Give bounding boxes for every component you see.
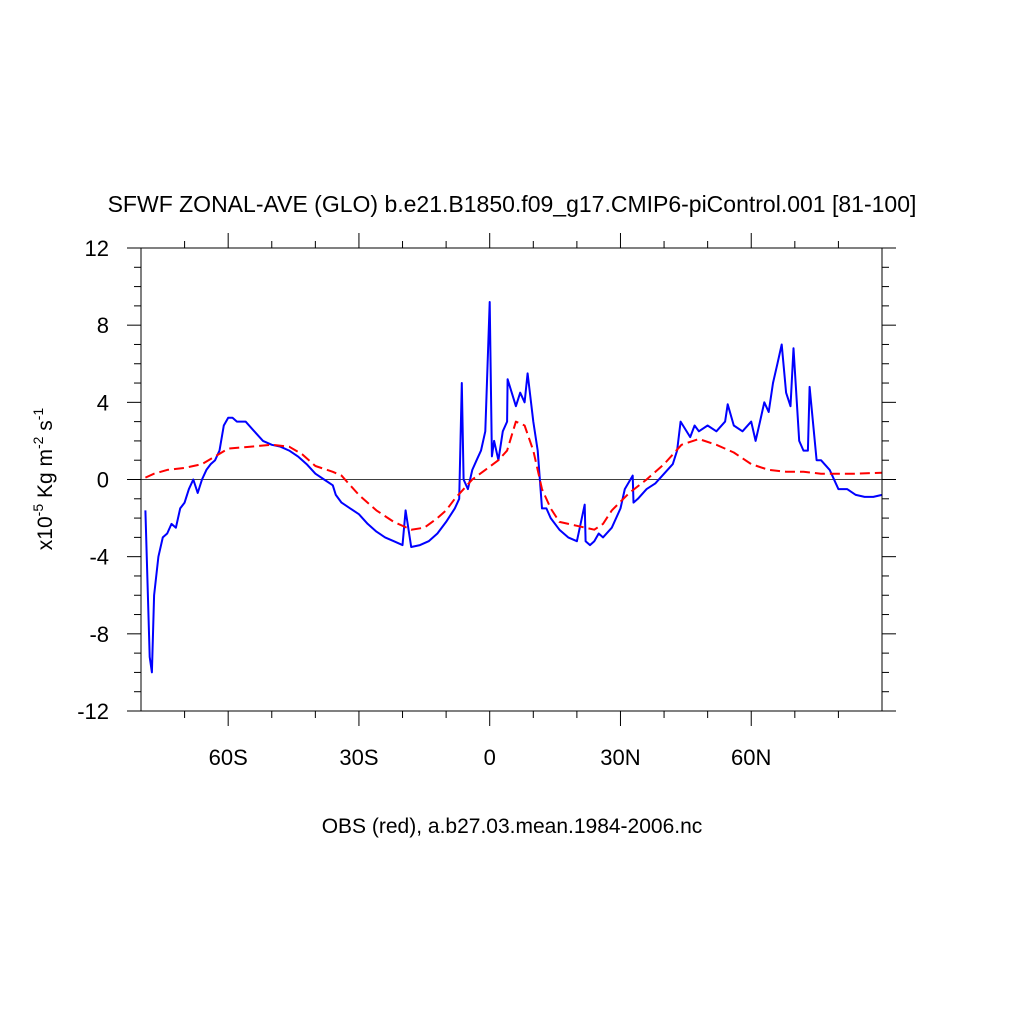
x-tick-label: 30S (339, 745, 378, 770)
x-tick-label: 60N (731, 745, 771, 770)
y-label-part: s (34, 420, 57, 436)
chart-title: SFWF ZONAL-AVE (GLO) b.e21.B1850.f09_g17… (108, 191, 917, 217)
y-tick-label: 8 (97, 313, 109, 338)
y-tick-label: -12 (77, 699, 109, 724)
y-label-sup: -5 (30, 504, 46, 517)
y-label-part: x10 (34, 516, 57, 550)
y-label-part: Kg m (34, 449, 57, 504)
y-tick-label: 0 (97, 468, 109, 493)
y-label-sup: -1 (30, 408, 46, 421)
data-line (144, 420, 883, 531)
y-axis-label: x10-5 Kg m-2 s-1 (30, 408, 57, 551)
data-line (144, 301, 883, 674)
y-tick-label: 4 (97, 390, 109, 415)
y-tick-label: -4 (89, 545, 109, 570)
x-tick-label: 0 (484, 745, 496, 770)
x-tick-label: 60S (209, 745, 248, 770)
y-label-sup: -2 (30, 436, 46, 449)
x-tick-label: 30N (600, 745, 640, 770)
x-axis-label: OBS (red), a.b27.03.mean.1984-2006.nc (322, 815, 703, 838)
y-tick-label: 12 (85, 236, 109, 261)
y-tick-label: -8 (89, 622, 109, 647)
